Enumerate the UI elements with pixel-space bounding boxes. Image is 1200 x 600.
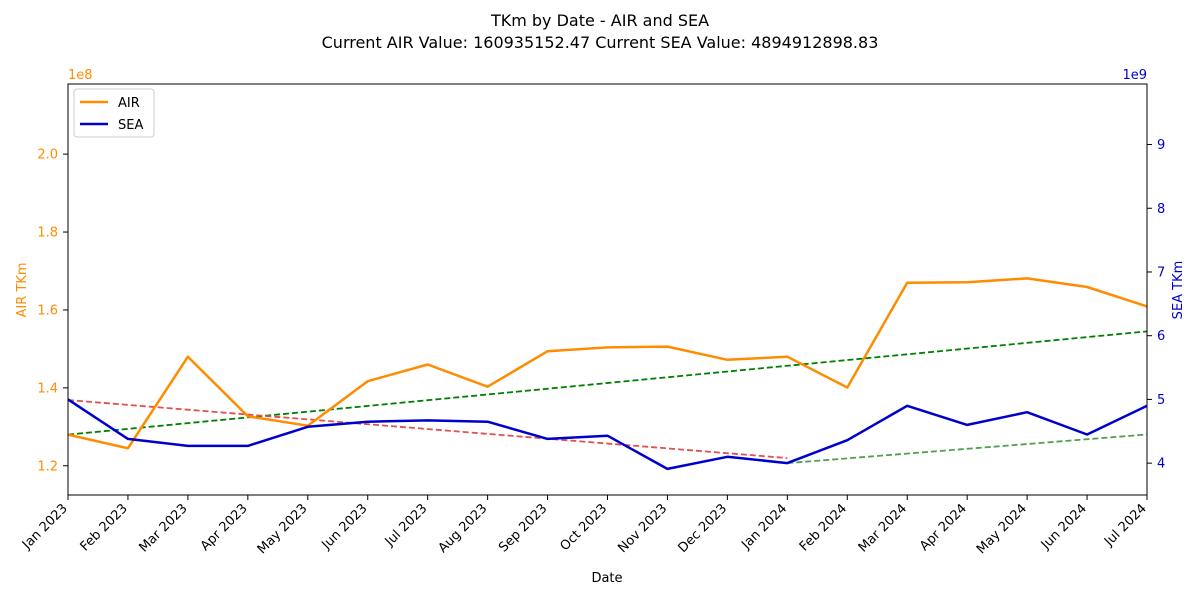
- chart-subtitle: Current AIR Value: 160935152.47 Current …: [322, 33, 879, 52]
- left-y-tick-label: 1.2: [37, 459, 58, 474]
- x-tick-label: Aug 2023: [436, 501, 491, 556]
- left-y-tick-label: 1.6: [37, 303, 58, 318]
- x-tick-label: Jul 2024: [1101, 501, 1150, 550]
- x-tick-label: Apr 2023: [198, 501, 251, 554]
- left-y-tick-label: 1.4: [37, 381, 58, 396]
- series-line-air: [67, 277, 1148, 450]
- plot-area: [67, 277, 1148, 471]
- x-tick-label: Mar 2024: [856, 501, 910, 555]
- legend-label-sea: SEA: [118, 118, 143, 133]
- x-tick-label: Jun 2023: [319, 501, 371, 553]
- x-tick-label: Mar 2023: [136, 501, 190, 555]
- x-tick-label: Sep 2023: [496, 501, 550, 555]
- plot-frame: [67, 83, 1148, 496]
- left-y-tick-label: 2.0: [37, 148, 58, 163]
- right-y-tick-label: 8: [1157, 202, 1165, 217]
- x-tick-label: Jun 2024: [1038, 501, 1090, 553]
- x-tick-label: May 2023: [255, 501, 311, 557]
- series-line-sea: [67, 398, 1148, 471]
- legend-label-air: AIR: [118, 96, 140, 111]
- x-tick-label: Feb 2023: [78, 501, 131, 554]
- right-y-tick-label: 7: [1157, 265, 1165, 280]
- left-axis-multiplier: 1e8: [68, 68, 93, 83]
- right-axis-multiplier: 1e9: [1122, 68, 1147, 83]
- x-tick-label: May 2024: [974, 501, 1030, 557]
- x-tick-label: Nov 2023: [615, 501, 670, 556]
- left-y-tick-label: 1.8: [37, 226, 58, 241]
- x-tick-label: Dec 2023: [676, 501, 731, 556]
- x-tick-label: Oct 2023: [558, 501, 611, 554]
- right-y-tick-label: 4: [1157, 457, 1165, 472]
- left-y-axis-label: AIR TKm: [15, 262, 30, 317]
- right-y-tick-label: 6: [1157, 329, 1165, 344]
- legend: AIR SEA: [73, 88, 155, 138]
- x-tick-label: Jan 2024: [738, 501, 790, 553]
- trendline-2: [787, 433, 1148, 465]
- right-y-tick-label: 5: [1157, 393, 1165, 408]
- x-tick-label: Jul 2023: [382, 501, 431, 550]
- x-tick-label: Jan 2023: [19, 501, 71, 553]
- x-axis-label: Date: [591, 571, 622, 586]
- right-y-axis-label: SEA TKm: [1171, 261, 1186, 320]
- x-tick-label: Feb 2024: [797, 501, 850, 554]
- right-y-tick-label: 9: [1157, 138, 1165, 153]
- x-tick-label: Apr 2024: [917, 501, 970, 554]
- chart-title: TKm by Date - AIR and SEA: [490, 11, 709, 30]
- trendline-1: [67, 399, 788, 459]
